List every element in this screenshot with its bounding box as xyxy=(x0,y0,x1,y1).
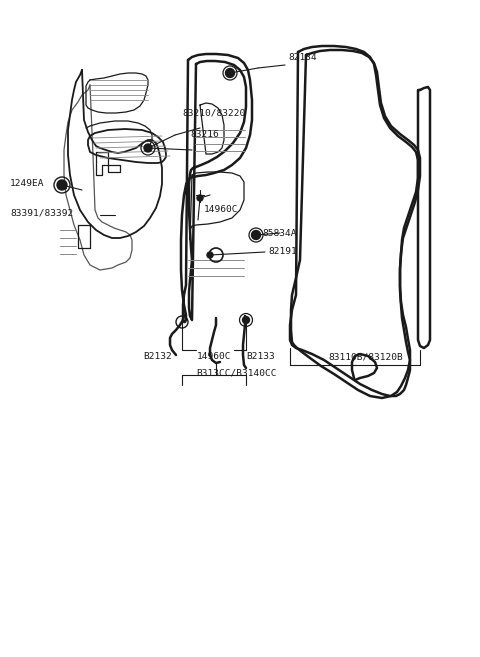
Circle shape xyxy=(207,252,213,258)
Text: 83216: 83216 xyxy=(190,130,219,139)
Circle shape xyxy=(144,144,152,152)
Text: B2133: B2133 xyxy=(246,352,275,361)
Text: 82134: 82134 xyxy=(288,53,317,62)
Text: 14960C: 14960C xyxy=(204,205,239,214)
Circle shape xyxy=(197,195,203,201)
Text: B313CC/B3140CC: B313CC/B3140CC xyxy=(196,368,276,377)
Text: 83210/83220: 83210/83220 xyxy=(182,109,245,118)
Circle shape xyxy=(252,231,261,240)
Text: B2132: B2132 xyxy=(144,352,172,361)
Circle shape xyxy=(242,317,250,323)
Text: 83391/83392: 83391/83392 xyxy=(10,208,73,217)
Circle shape xyxy=(57,180,67,190)
Text: 82191: 82191 xyxy=(268,248,297,256)
Text: 85834A: 85834A xyxy=(262,229,297,237)
Text: 14960C: 14960C xyxy=(197,352,231,361)
Text: 1249EA: 1249EA xyxy=(10,179,45,187)
Circle shape xyxy=(226,68,235,78)
Text: 83110B/83120B: 83110B/83120B xyxy=(328,352,403,361)
